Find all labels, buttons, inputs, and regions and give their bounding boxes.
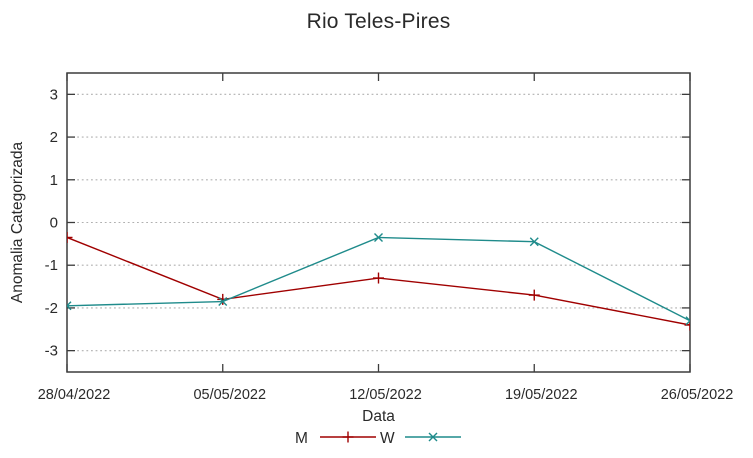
y-tick-label: -1 — [45, 257, 58, 274]
x-tick-label: 12/05/2022 — [349, 387, 422, 403]
x-tick-label: 19/05/2022 — [505, 387, 578, 403]
cross-marker — [374, 232, 383, 242]
y-axis-label: Anomalia Categorizada — [9, 142, 26, 304]
series-layer — [67, 231, 690, 331]
cross-marker — [685, 316, 690, 322]
legend-label-M: M — [295, 430, 308, 447]
y-tick-label: 3 — [50, 86, 58, 103]
cross-marker — [428, 432, 438, 442]
y-tick-label: 0 — [50, 215, 58, 232]
cross-marker — [529, 237, 539, 247]
x-tick-label: 26/05/2022 — [661, 387, 734, 403]
legend-label-W: W — [380, 430, 395, 447]
plot-border — [66, 72, 691, 373]
y-tick-label: -3 — [45, 343, 58, 360]
y-tick-label: 2 — [50, 129, 58, 146]
cross-marker — [218, 297, 228, 307]
cross-marker — [685, 319, 690, 326]
y-tick-label: -2 — [45, 300, 58, 317]
cross-marker — [67, 304, 72, 311]
x-tick-label: 05/05/2022 — [193, 387, 266, 403]
chart-title: Rio Teles-Pires — [306, 10, 451, 33]
x-tick-label: 28/04/2022 — [38, 387, 111, 403]
series-W — [67, 232, 690, 326]
y-tick-label: 1 — [50, 172, 58, 189]
series-M — [67, 231, 690, 331]
cross-marker — [67, 301, 72, 307]
x-axis-label: Data — [362, 408, 395, 425]
